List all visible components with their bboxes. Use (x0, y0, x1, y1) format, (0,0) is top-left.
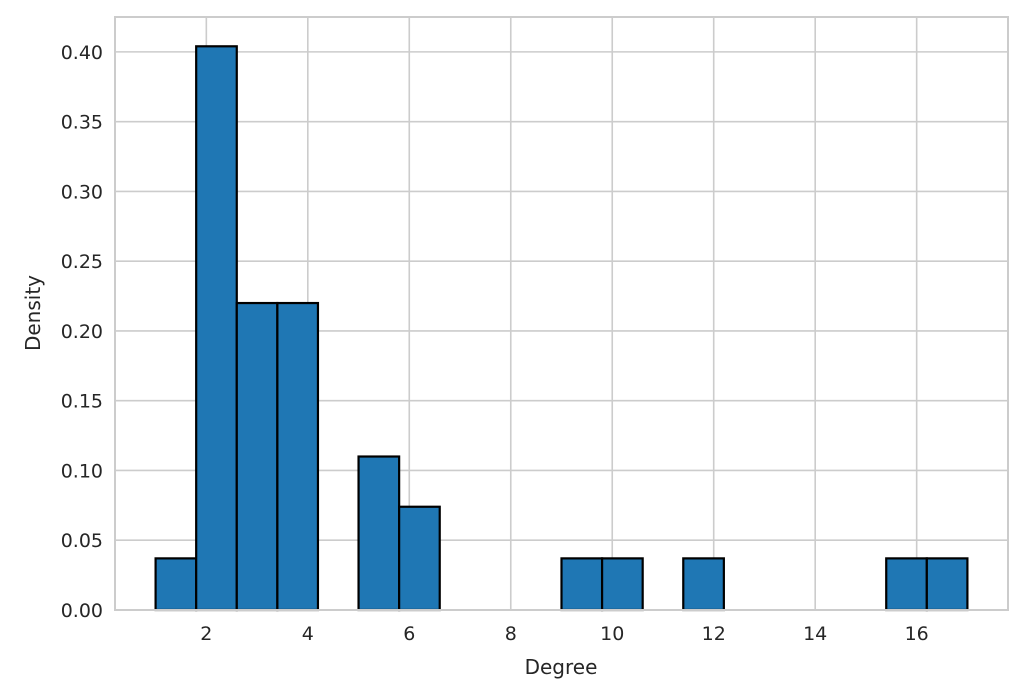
x-tick-label: 4 (302, 623, 314, 645)
histogram-bar (560, 557, 604, 612)
y-tick-label: 0.40 (61, 42, 103, 64)
histogram-bar (276, 301, 320, 612)
histogram-bar (357, 455, 401, 612)
histogram-bar (195, 45, 238, 612)
histogram-bar (235, 301, 279, 612)
plot-frame (114, 16, 1009, 611)
x-tick-label: 6 (403, 623, 415, 645)
x-tick-label: 2 (200, 623, 212, 645)
y-tick-label: 0.15 (61, 391, 103, 413)
bars (154, 45, 969, 612)
y-tick-label: 0.30 (61, 181, 103, 203)
x-tick-label: 8 (505, 623, 517, 645)
y-tick-label: 0.35 (61, 112, 103, 134)
y-axis-label: Density (21, 275, 45, 351)
y-tick-label: 0.20 (61, 321, 103, 343)
x-tick-label: 10 (600, 623, 624, 645)
x-tick-label: 12 (702, 623, 726, 645)
histogram-bar (682, 557, 725, 612)
x-tick-label: 14 (803, 623, 827, 645)
x-tick-labels: 2 4 6 8 10 12 14 16 (200, 623, 928, 645)
x-tick-label: 16 (905, 623, 929, 645)
histogram-bar (154, 557, 198, 612)
histogram-bar (600, 557, 644, 612)
y-tick-label: 0.00 (61, 600, 103, 622)
y-tick-labels: 0.00 0.05 0.10 0.15 0.20 0.25 0.30 0.35 0.40 (61, 42, 103, 622)
histogram-bar (398, 505, 441, 612)
histogram-bar (885, 557, 928, 612)
histogram-bar (925, 557, 969, 612)
y-tick-label: 0.10 (61, 460, 103, 482)
y-tick-label: 0.05 (61, 530, 103, 552)
x-axis-label: Degree (525, 655, 598, 679)
y-tick-label: 0.25 (61, 251, 103, 273)
